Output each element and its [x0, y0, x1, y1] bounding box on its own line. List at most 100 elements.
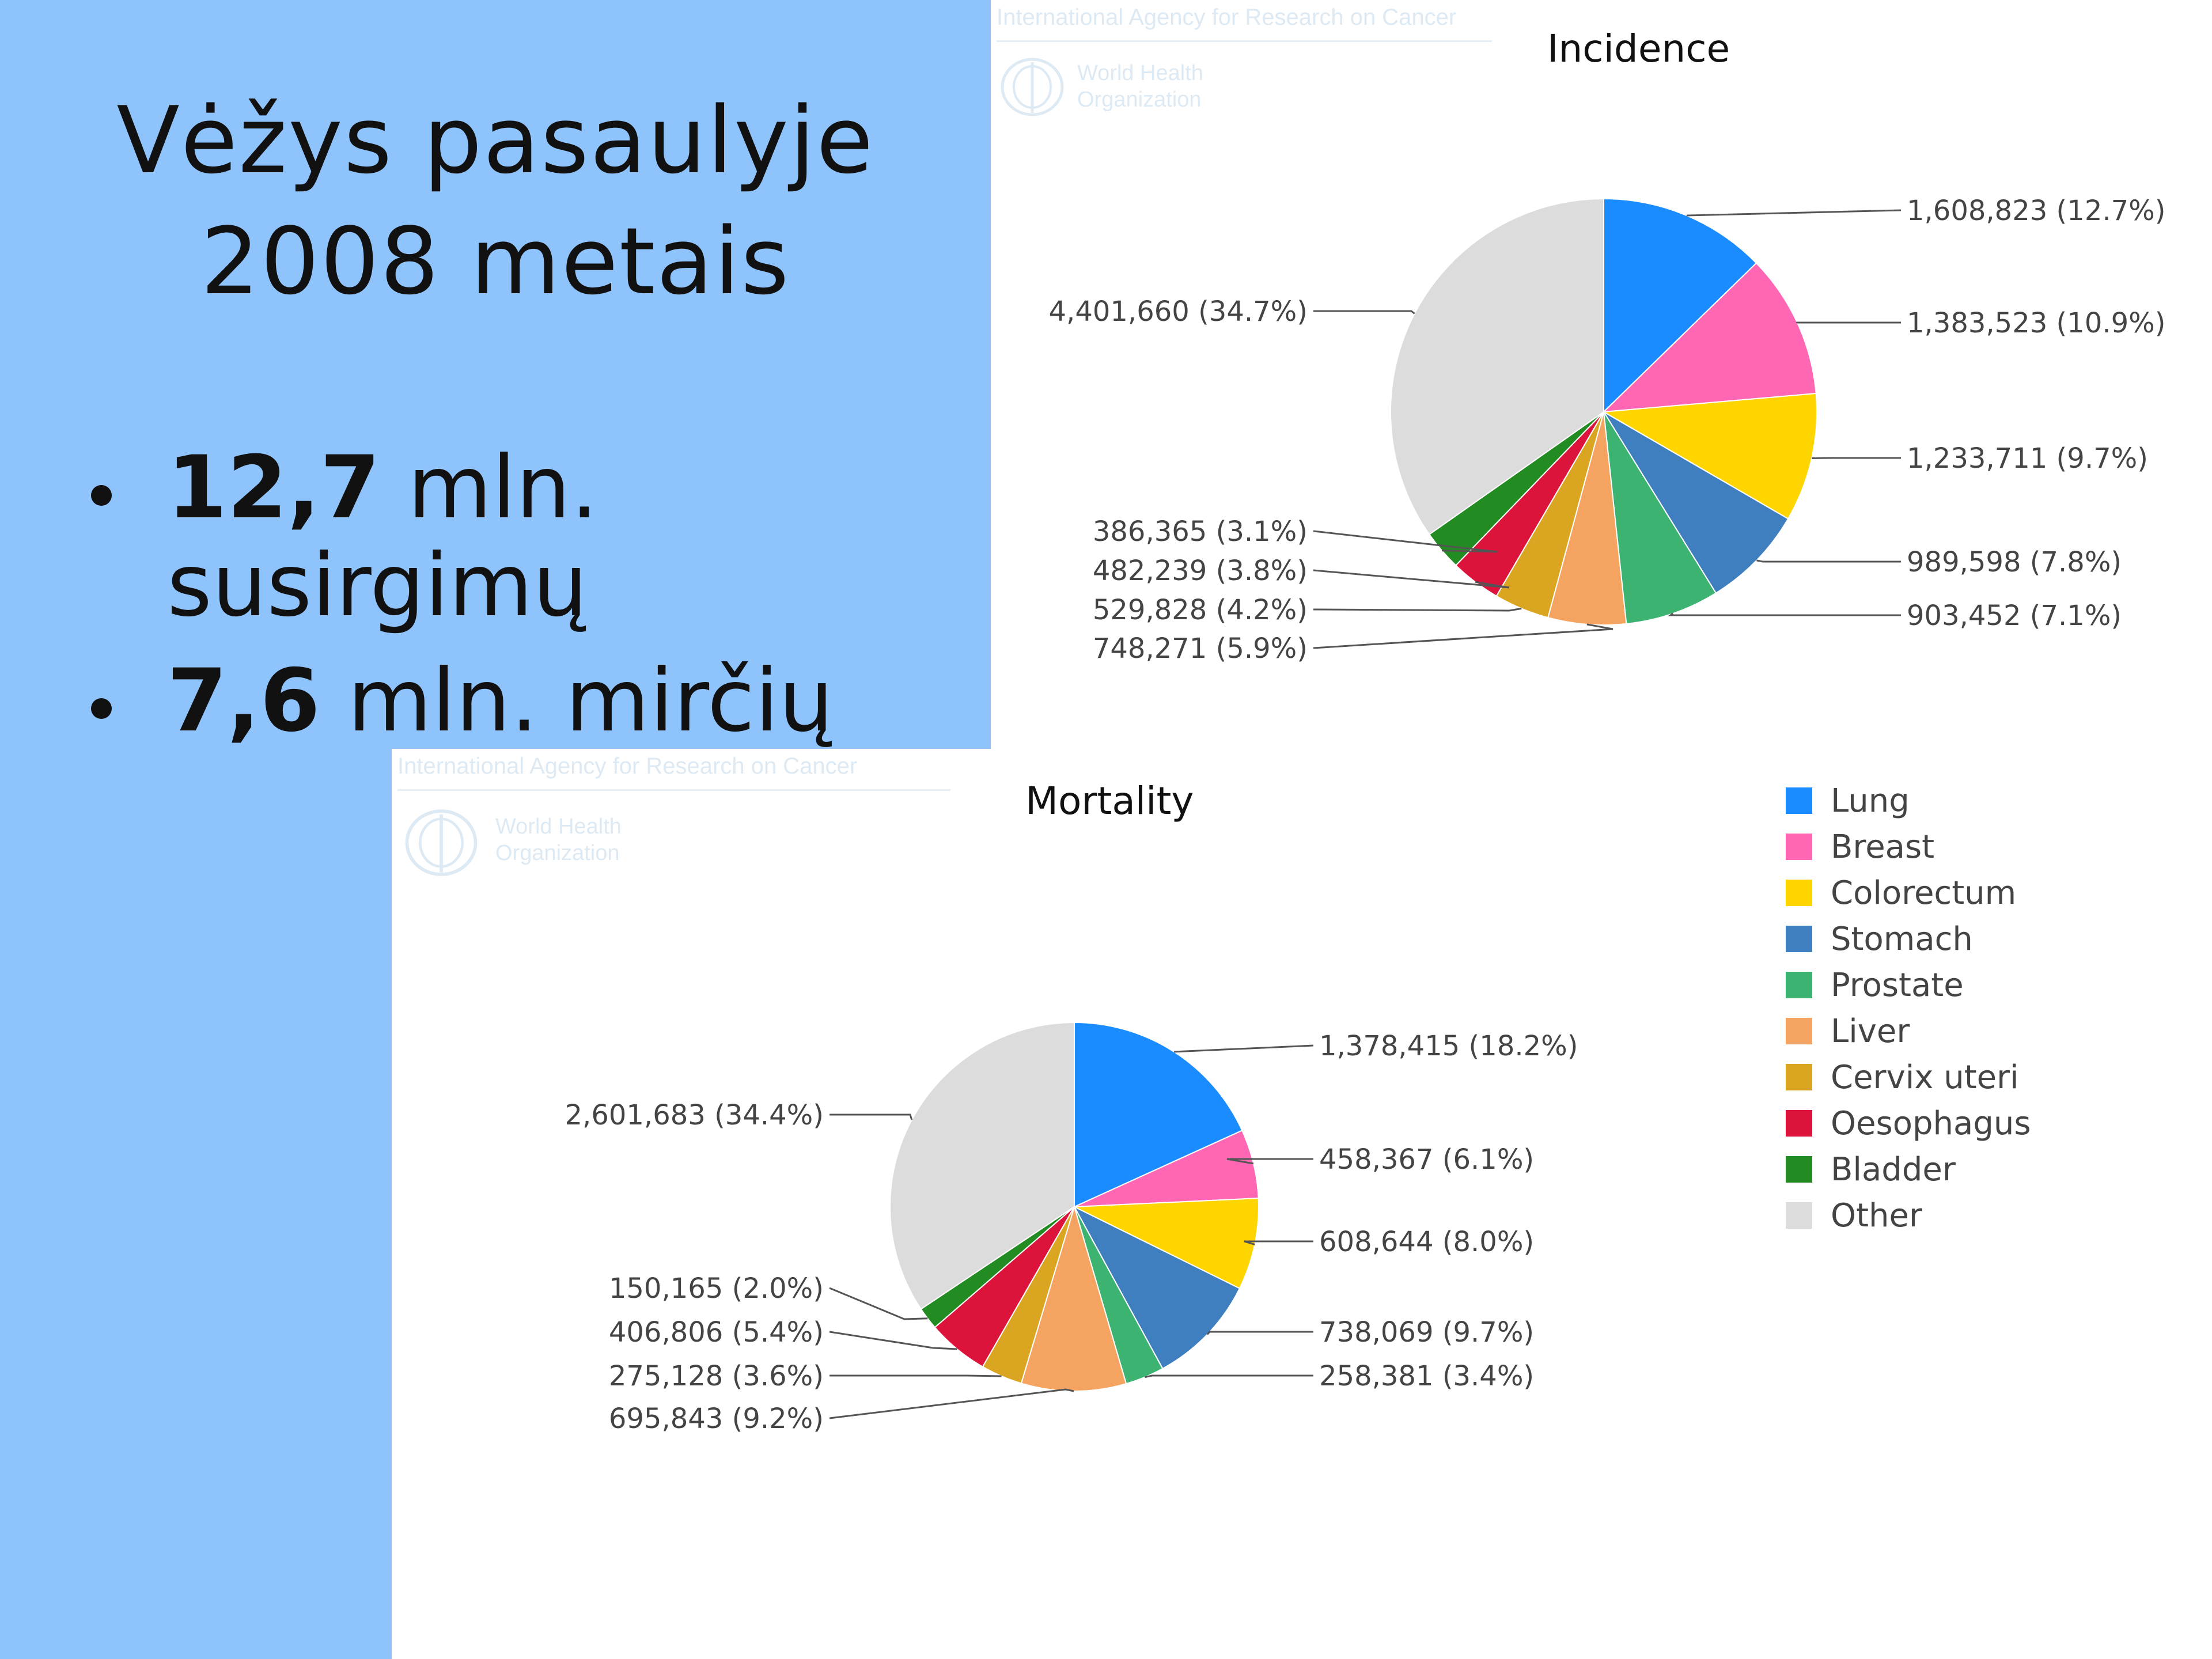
legend-label: Lung [1831, 782, 1910, 820]
legend-label: Cervix uteri [1831, 1058, 2019, 1096]
legend-label: Oesophagus [1831, 1104, 2031, 1142]
legend-swatch [1786, 1156, 1812, 1183]
slide-title-line-2: 2008 metais [200, 207, 790, 315]
bullet-incidence-line-2: susirgimų [167, 536, 588, 636]
leader-line [829, 1287, 928, 1320]
leader-line [1244, 1240, 1313, 1245]
leader-line [1226, 1158, 1313, 1165]
legend-swatch [1786, 1110, 1812, 1137]
leader-line [1206, 1331, 1313, 1335]
bullet-value: 7,6 [167, 651, 320, 751]
bullet-mortality: 7,6 mln. mirčių [167, 651, 834, 751]
bullet-dot [91, 485, 112, 506]
data-label-liver: 748,271 (5.9%) [1093, 632, 1308, 665]
leader-line [1313, 530, 1498, 553]
watermark-rule [997, 40, 1492, 42]
data-label-colorectum: 608,644 (8.0%) [1319, 1226, 1534, 1258]
pie-slice-lung [1603, 198, 1758, 414]
data-label-prostate: 258,381 (3.4%) [1319, 1360, 1534, 1392]
leader-line [1686, 209, 1902, 217]
legend-item: Cervix uteri [1786, 1054, 2031, 1100]
incidence-chart-title: Incidence [1547, 26, 1730, 71]
pie-slice-prostate [1603, 411, 1717, 625]
data-label-oesophagus: 406,806 (5.4%) [609, 1316, 824, 1349]
legend-item: Colorectum [1786, 870, 2031, 916]
leader-line [829, 1388, 1074, 1419]
legend-swatch [1786, 1018, 1812, 1044]
leader-line [1756, 559, 1901, 563]
bullet-dot [91, 698, 112, 719]
data-label-colorectum: 1,233,711 (9.7%) [1907, 442, 2148, 475]
data-label-stomach: 738,069 (9.7%) [1319, 1316, 1534, 1349]
mortality-chart-panel: International Agency for Research on Can… [392, 749, 2212, 1659]
leader-line [830, 1113, 913, 1120]
legend-swatch [1786, 926, 1812, 952]
legend-item: Lung [1786, 778, 2031, 824]
who-logo-icon [405, 809, 478, 876]
legend-label: Colorectum [1831, 874, 2017, 912]
data-label-cervix-uteri: 275,128 (3.6%) [609, 1360, 824, 1392]
data-label-stomach: 989,598 (7.8%) [1907, 546, 2122, 578]
legend-label: Other [1831, 1196, 1923, 1234]
incidence-pie-chart: 1,608,823 (12.7%) 1,383,523 (10.9%) 1,233,… [1049, 195, 2166, 665]
slide-title-line-1: Vėžys pasaulyje [116, 86, 874, 194]
legend-swatch [1786, 1064, 1812, 1090]
pie-slice-colorectum [1601, 392, 1817, 520]
legend-swatch [1786, 834, 1812, 860]
data-label-bladder: 386,365 (3.1%) [1093, 516, 1308, 548]
legend-label: Liver [1831, 1012, 1910, 1050]
legend-label: Breast [1831, 828, 1935, 866]
chart-legend: Lung Breast Colorectum Stomach Prostate … [1786, 778, 2031, 1238]
data-label-lung: 1,378,415 (18.2%) [1319, 1030, 1578, 1062]
legend-item: Stomach [1786, 916, 2031, 962]
data-label-breast: 458,367 (6.1%) [1319, 1143, 1534, 1176]
legend-item: Breast [1786, 824, 2031, 870]
legend-label: Prostate [1831, 966, 1964, 1004]
watermark-agency: International Agency for Research on Can… [397, 753, 858, 779]
pie-slice-stomach [1073, 1205, 1241, 1370]
data-label-liver: 695,843 (9.2%) [609, 1403, 824, 1435]
legend-item: Liver [1786, 1008, 2031, 1054]
data-label-oesophagus: 482,239 (3.8%) [1093, 555, 1308, 587]
pie-slice-other [1390, 198, 1604, 536]
watermark-organization: World Health Organization [495, 815, 622, 865]
legend-swatch [1786, 880, 1812, 906]
leader-line [1313, 623, 1613, 649]
mortality-chart-title: Mortality [1025, 779, 1194, 823]
bullet-unit: mln. [380, 438, 599, 538]
legend-swatch [1786, 972, 1812, 998]
data-label-bladder: 150,165 (2.0%) [609, 1272, 824, 1305]
leader-line [1145, 1374, 1313, 1378]
data-label-cervix-uteri: 529,828 (4.2%) [1093, 594, 1308, 626]
data-label-prostate: 903,452 (7.1%) [1907, 600, 2122, 632]
leader-line [1313, 607, 1522, 612]
leader-line [829, 1331, 957, 1350]
data-label-breast: 1,383,523 (10.9%) [1907, 307, 2165, 339]
bullet-value: 12,7 [167, 438, 381, 538]
incidence-chart-panel: International Agency for Research on Can… [991, 0, 2212, 749]
pie-slice-other [889, 1021, 1075, 1310]
leader-line [1812, 457, 1901, 460]
legend-swatch [1786, 787, 1812, 814]
data-label-other: 4,401,660 (34.7%) [1049, 296, 1308, 328]
bullet-unit: mln. mirčių [320, 651, 834, 751]
watermark-rule [397, 789, 950, 791]
watermark-agency: International Agency for Research on Can… [997, 5, 1457, 30]
data-label-other: 2,601,683 (34.4%) [565, 1099, 824, 1131]
leader-line [1174, 1044, 1314, 1053]
leader-line [1313, 569, 1510, 589]
legend-item: Oesophagus [1786, 1100, 2031, 1146]
legend-label: Bladder [1831, 1150, 1956, 1188]
legend-item: Bladder [1786, 1146, 2031, 1192]
legend-label: Stomach [1831, 920, 1973, 958]
who-logo-icon [1001, 58, 1064, 116]
legend-item: Prostate [1786, 962, 2031, 1008]
data-label-lung: 1,608,823 (12.7%) [1907, 195, 2165, 227]
leader-line [1313, 310, 1415, 315]
legend-swatch [1786, 1202, 1812, 1229]
pie-slice-lung [1074, 1021, 1243, 1208]
watermark-organization: World Health Organization [1077, 61, 1203, 112]
pie-slice-liver [1547, 411, 1627, 626]
bullet-incidence: 12,7 mln. [167, 438, 598, 538]
